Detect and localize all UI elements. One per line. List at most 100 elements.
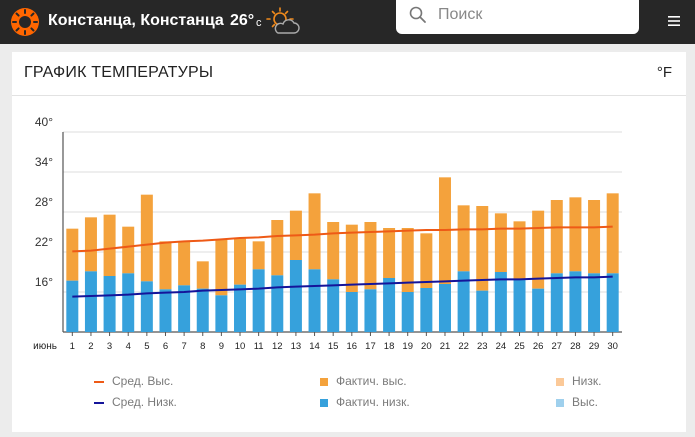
x-tick-label: 2 <box>88 341 93 352</box>
actual-low-bar <box>383 278 396 332</box>
legend-swatch <box>556 398 564 407</box>
location-name[interactable]: Констанца, Констанца <box>48 12 224 29</box>
x-tick-label: 25 <box>514 341 525 352</box>
actual-high-bar <box>532 210 545 289</box>
actual-low-bar <box>103 276 116 332</box>
chart-title: ГРАФИК ТЕМПЕРАТУРЫ <box>24 64 214 81</box>
actual-high-bar <box>494 213 507 272</box>
y-tick-label: 22° <box>35 235 53 249</box>
x-tick-label: 12 <box>272 341 283 352</box>
x-tick-label: 4 <box>126 341 131 352</box>
actual-low-bar <box>159 289 172 332</box>
actual-low-bar <box>438 284 451 332</box>
sun-logo-icon[interactable] <box>10 7 40 37</box>
avg-low-line <box>72 275 613 298</box>
top-bar: Констанца, Констанца 26° с <box>0 0 695 44</box>
search-box[interactable] <box>396 0 639 34</box>
current-temperature: 26° <box>230 12 255 29</box>
y-tick-label: 28° <box>35 195 53 209</box>
actual-high-bar <box>420 233 433 288</box>
x-tick-label: 3 <box>107 341 112 352</box>
x-tick-label: 16 <box>347 341 358 352</box>
y-tick-label: 16° <box>35 275 53 289</box>
legend-swatch <box>320 398 328 407</box>
avg-high-line <box>72 225 613 253</box>
actual-low-bar <box>569 271 582 332</box>
legend-label: Выс. <box>572 395 598 409</box>
hamburger-menu-icon[interactable] <box>668 15 680 27</box>
actual-low-bar <box>196 288 209 332</box>
actual-low-bar <box>420 288 433 332</box>
actual-high-bar <box>234 238 247 285</box>
actual-low-bar <box>606 273 619 332</box>
legend-item[interactable]: Выс. <box>556 395 598 409</box>
legend-item[interactable]: Сред. Низк. <box>94 395 177 409</box>
actual-high-bar <box>364 222 377 290</box>
actual-low-bar <box>308 269 321 332</box>
x-tick-label: 28 <box>570 341 581 352</box>
actual-high-bar <box>327 222 340 280</box>
x-tick-label: 14 <box>309 341 320 352</box>
legend-item[interactable]: Фактич. выс. <box>320 374 407 388</box>
actual-low-bar <box>513 280 526 332</box>
actual-low-bar <box>345 292 358 332</box>
x-tick-label: 9 <box>219 341 224 352</box>
actual-high-bar <box>159 241 172 290</box>
actual-low-bar <box>588 273 601 332</box>
y-tick-label: 40° <box>35 115 53 129</box>
actual-high-bar <box>606 193 619 274</box>
legend-label: Сред. Низк. <box>112 395 177 409</box>
x-tick-label: 15 <box>328 341 339 352</box>
search-icon[interactable] <box>408 5 428 25</box>
legend-swatch <box>556 377 564 386</box>
x-tick-label: 13 <box>291 341 302 352</box>
x-tick-label: 10 <box>235 341 246 352</box>
actual-high-bar <box>178 241 191 286</box>
x-tick-label: 24 <box>496 341 507 352</box>
x-tick-label: 30 <box>607 341 618 352</box>
legend-swatch <box>320 377 328 386</box>
actual-high-bar <box>476 206 489 291</box>
search-input[interactable] <box>436 2 630 28</box>
unit-toggle[interactable]: °F <box>656 64 672 81</box>
x-tick-label: 19 <box>402 341 413 352</box>
actual-low-bar <box>234 284 247 332</box>
actual-high-bar <box>569 197 582 272</box>
temperature-chart: 16°22°28°34°40°1 2 3 4 5 6 7 8 9 10 11 12 13 14 15 16 17… <box>33 115 622 352</box>
actual-high-bar <box>271 220 284 276</box>
x-tick-label: 22 <box>458 341 469 352</box>
actual-low-bar <box>178 285 191 332</box>
actual-high-bar <box>122 226 135 274</box>
x-tick-label: 11 <box>254 341 264 352</box>
actual-high-bar <box>196 261 209 289</box>
x-tick-label: 20 <box>421 341 432 352</box>
legend-label: Низк. <box>572 374 602 388</box>
actual-low-bar <box>84 271 97 332</box>
actual-high-bar <box>401 228 414 292</box>
actual-high-bar <box>383 228 396 278</box>
divider <box>12 95 686 96</box>
legend-item[interactable]: Низк. <box>556 374 601 388</box>
temperature-unit: с <box>256 17 262 29</box>
y-tick-label: 34° <box>35 155 53 169</box>
actual-low-bar <box>215 295 228 332</box>
actual-high-bar <box>513 221 526 280</box>
actual-low-bar <box>66 280 79 332</box>
x-tick-label: 29 <box>589 341 600 352</box>
x-tick-label: 8 <box>200 341 205 352</box>
actual-high-bar <box>66 228 79 281</box>
actual-low-bar <box>457 271 470 332</box>
actual-high-bar <box>215 240 228 296</box>
legend-item[interactable]: Фактич. низк. <box>320 395 410 409</box>
actual-low-bar <box>252 269 265 332</box>
actual-high-bar <box>84 217 97 272</box>
legend-item[interactable]: Сред. Выс. <box>94 374 173 388</box>
actual-low-bar <box>532 288 545 332</box>
x-tick-label: 5 <box>144 341 149 352</box>
actual-low-bar <box>122 273 135 332</box>
x-tick-label: 1 <box>70 341 75 352</box>
x-tick-label: 23 <box>477 341 488 352</box>
x-axis-month-label: июнь <box>33 341 57 352</box>
actual-low-bar <box>364 289 377 332</box>
x-tick-label: 26 <box>533 341 544 352</box>
